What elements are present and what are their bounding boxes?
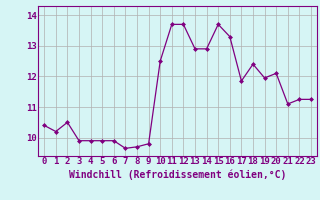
X-axis label: Windchill (Refroidissement éolien,°C): Windchill (Refroidissement éolien,°C) xyxy=(69,169,286,180)
